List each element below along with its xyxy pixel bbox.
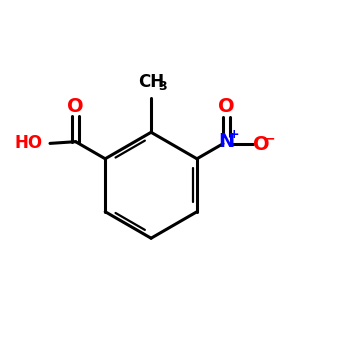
Text: −: − — [264, 131, 275, 145]
Text: O: O — [67, 97, 84, 116]
Text: 3: 3 — [158, 80, 167, 93]
Text: N: N — [218, 132, 235, 151]
Text: CH: CH — [138, 72, 164, 91]
Text: O: O — [253, 135, 270, 154]
Text: O: O — [218, 97, 235, 116]
Text: HO: HO — [14, 134, 42, 152]
Text: +: + — [229, 128, 239, 141]
